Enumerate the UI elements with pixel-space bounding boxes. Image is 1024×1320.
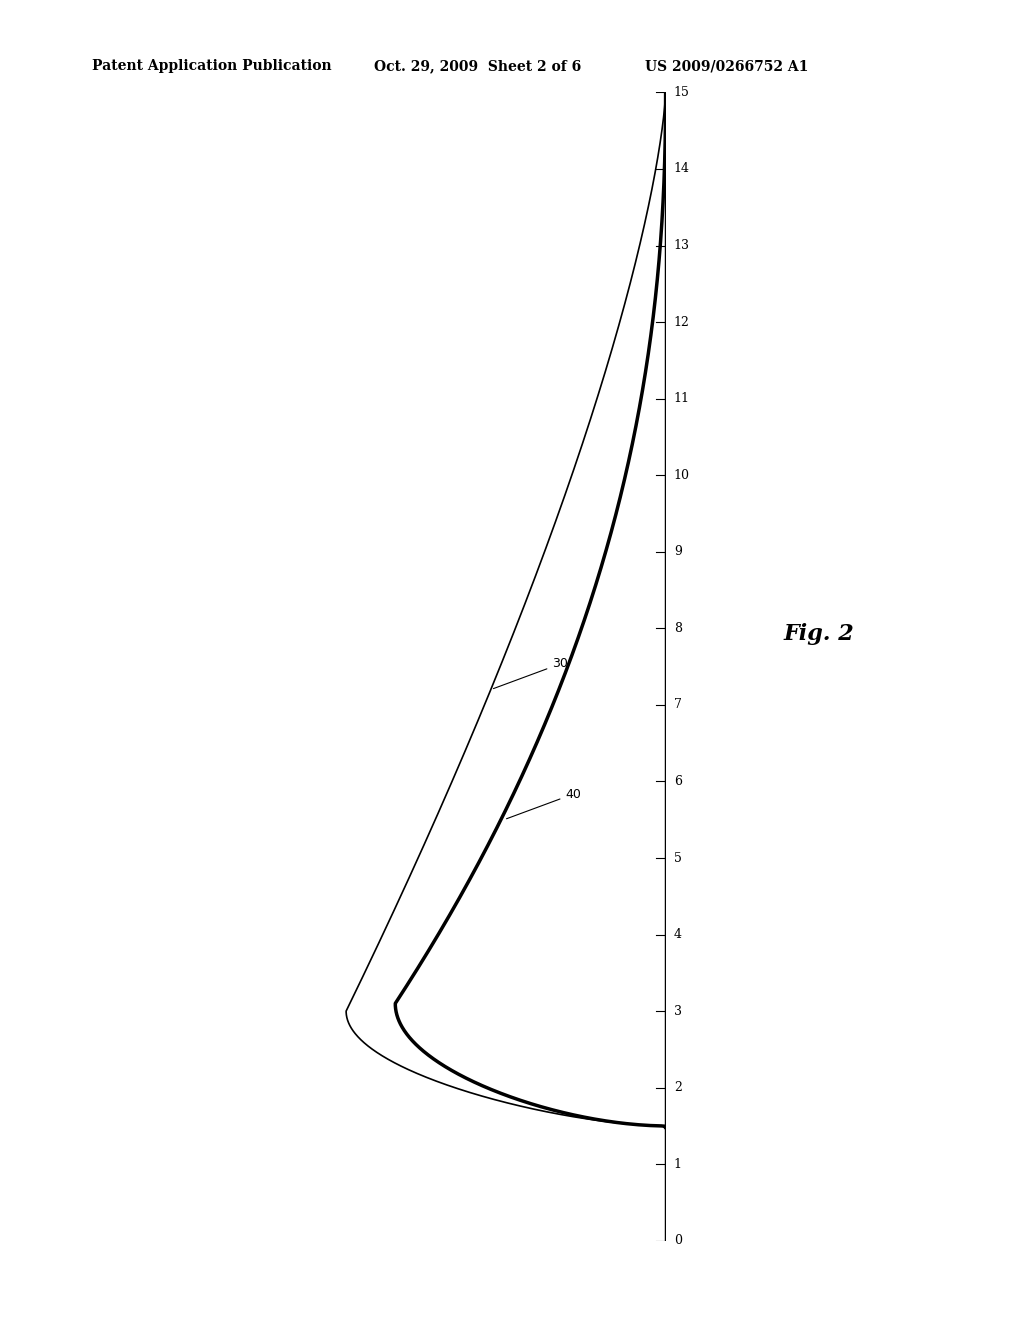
Text: 6: 6 [674, 775, 682, 788]
Text: 9: 9 [674, 545, 682, 558]
Text: 14: 14 [674, 162, 690, 176]
Text: Oct. 29, 2009  Sheet 2 of 6: Oct. 29, 2009 Sheet 2 of 6 [374, 59, 581, 74]
Text: 12: 12 [674, 315, 690, 329]
Text: 30: 30 [494, 657, 568, 689]
Text: 3: 3 [674, 1005, 682, 1018]
Text: Patent Application Publication: Patent Application Publication [92, 59, 332, 74]
Text: 5: 5 [674, 851, 682, 865]
Text: 15: 15 [674, 86, 690, 99]
Text: 13: 13 [674, 239, 690, 252]
Text: Fig. 2: Fig. 2 [783, 623, 855, 644]
Text: US 2009/0266752 A1: US 2009/0266752 A1 [645, 59, 809, 74]
Text: 0: 0 [674, 1234, 682, 1247]
Text: 40: 40 [507, 788, 582, 818]
Text: 11: 11 [674, 392, 690, 405]
Text: 1: 1 [674, 1158, 682, 1171]
Text: 8: 8 [674, 622, 682, 635]
Text: 4: 4 [674, 928, 682, 941]
Text: 10: 10 [674, 469, 690, 482]
Text: 2: 2 [674, 1081, 682, 1094]
Text: 7: 7 [674, 698, 682, 711]
